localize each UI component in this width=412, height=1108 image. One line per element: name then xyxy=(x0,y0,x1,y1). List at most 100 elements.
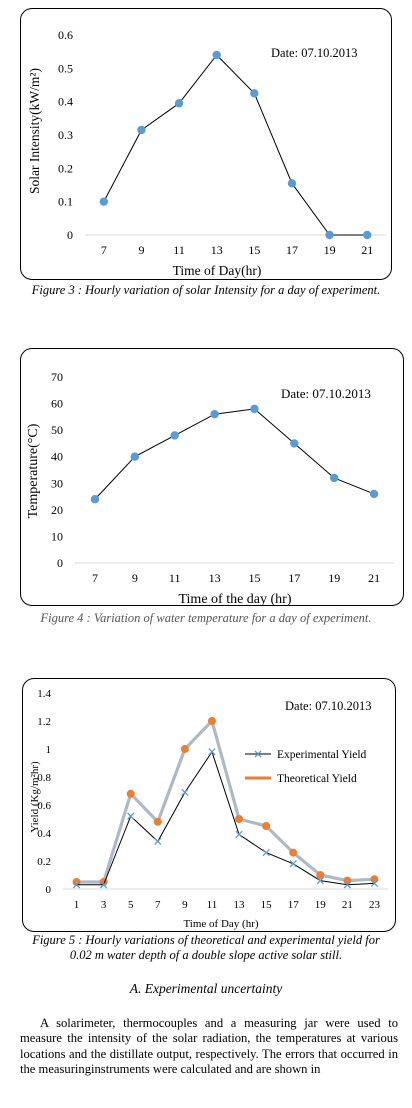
y-axis-title: Temperature(°C) xyxy=(26,423,41,518)
x-tick-label: 17 xyxy=(288,899,300,911)
x-axis-title: Time of Day (hr) xyxy=(183,918,258,930)
y-tick-label: 0.2 xyxy=(37,856,51,868)
experimental-yield-marker xyxy=(154,837,162,846)
y-tick-label: 0.1 xyxy=(58,195,73,209)
x-tick-label: 9 xyxy=(132,571,138,585)
x-tick-label: 11 xyxy=(173,243,185,257)
data-point xyxy=(170,431,179,440)
experimental-yield-marker xyxy=(127,812,135,820)
x-tick-label: 17 xyxy=(286,243,298,257)
experimental-yield-marker xyxy=(343,881,352,889)
theoretical-yield-point xyxy=(72,878,81,886)
water-temperature-chart-svg: 0 10 20 30 40 50 60 70 7 9 11 13 15 17 19 21 Time of the… xyxy=(26,370,394,607)
chart-date-label: Date: 07.10.2013 xyxy=(285,699,371,713)
x-tick-label: 21 xyxy=(342,899,353,911)
theoretical-yield-point xyxy=(316,871,325,879)
solar-intensity-chart-svg: 0 0.1 0.2 0.3 0.4 0.5 0.6 7 9 11 13 15 17 19 21 Time of… xyxy=(27,28,386,278)
x-tick-label: 3 xyxy=(101,899,107,911)
y-tick-label: 0.6 xyxy=(58,28,73,42)
x-tick-label: 13 xyxy=(209,571,221,585)
figure-4-chart: 0 10 20 30 40 50 60 70 7 9 11 13 15 17 19 21 Time of the… xyxy=(20,348,404,607)
series-line xyxy=(94,408,375,500)
chart-date-label: Date: 07.10.2013 xyxy=(281,386,371,401)
y-tick-label: 0.2 xyxy=(58,161,73,175)
chart-date-label: Date: 07.10.2013 xyxy=(271,46,357,60)
y-tick-label: 0.6 xyxy=(37,800,51,812)
x-tick-label: 19 xyxy=(324,243,336,257)
x-tick-label: 19 xyxy=(315,899,327,911)
y-tick-label: 20 xyxy=(51,503,63,517)
experimental-yield-marker xyxy=(208,748,216,756)
theoretical-yield-point xyxy=(343,876,352,885)
figure-4-caption: Figure 4 : Variation of water temperatur… xyxy=(40,611,372,625)
x-tick-label: 23 xyxy=(369,899,381,911)
y-tick-label: 0 xyxy=(46,884,52,896)
y-tick-label: 0.4 xyxy=(37,828,51,840)
experimental-yield-marker xyxy=(262,848,270,857)
x-tick-label: 15 xyxy=(248,571,260,585)
x-axis-title: Time of the day (hr) xyxy=(178,592,291,607)
figure-3-chart: 0 0.1 0.2 0.3 0.4 0.5 0.6 7 9 11 13 15 17 19 21 Time of… xyxy=(20,8,392,280)
data-point xyxy=(287,179,297,188)
y-tick-label: 1 xyxy=(46,744,52,756)
body-paragraph: A solarimeter, thermocouples and a measu… xyxy=(20,1016,398,1077)
figure-3-caption: Figure 3 : Hourly variation of solar Int… xyxy=(31,283,381,297)
data-point xyxy=(174,99,184,108)
experimental-yield-marker xyxy=(289,860,297,868)
y-tick-label: 10 xyxy=(51,529,63,543)
data-point xyxy=(130,452,140,461)
x-tick-label: 5 xyxy=(128,899,134,911)
experimental-yield-marker xyxy=(181,788,189,797)
data-point xyxy=(329,473,339,483)
y-tick-label: 0.4 xyxy=(58,95,73,109)
section-heading: A. Experimental uncertainty xyxy=(129,981,283,996)
theoretical-yield-point xyxy=(126,789,135,798)
y-tick-label: 40 xyxy=(51,450,63,464)
y-tick-label: 0.5 xyxy=(58,61,73,75)
data-point xyxy=(362,230,372,240)
data-point xyxy=(137,125,146,135)
theoretical-yield-point xyxy=(370,875,379,884)
y-tick-label: 0 xyxy=(57,556,63,570)
y-tick-label: 1.2 xyxy=(37,716,51,728)
y-tick-label: 30 xyxy=(51,476,63,490)
x-tick-label: 9 xyxy=(138,243,144,257)
y-axis-title: Solar Intensity(kW/m²) xyxy=(27,68,42,194)
experimental-yield-marker xyxy=(235,830,243,839)
x-tick-label: 15 xyxy=(248,243,260,257)
theoretical-yield-point xyxy=(262,822,271,830)
experimental-yield-marker xyxy=(370,879,379,888)
theoretical-yield-line xyxy=(76,717,375,884)
x-tick-label: 19 xyxy=(328,571,340,585)
x-tick-label: 9 xyxy=(182,899,188,911)
series-line xyxy=(103,54,368,236)
x-tick-label: 7 xyxy=(101,243,107,257)
x-tick-label: 11 xyxy=(169,571,181,585)
data-point xyxy=(250,89,259,98)
x-tick-label: 15 xyxy=(261,899,273,911)
legend-experimental-marker xyxy=(254,750,262,758)
y-tick-label: 70 xyxy=(51,370,63,384)
theoretical-yield-point xyxy=(235,815,244,823)
experimental-yield-marker xyxy=(72,881,81,889)
y-tick-label: 0 xyxy=(67,228,73,242)
x-tick-label: 7 xyxy=(155,899,161,911)
experimental-yield-marker xyxy=(99,881,108,889)
legend-theoretical-label: Theoretical Yield xyxy=(277,773,357,785)
y-tick-label: 50 xyxy=(51,423,63,437)
x-tick-label: 17 xyxy=(288,571,300,585)
y-axis-title: Yield (Kg/m²hr) xyxy=(29,761,41,833)
x-tick-label: 11 xyxy=(207,899,218,911)
experimental-yield-line xyxy=(76,750,375,886)
x-tick-label: 21 xyxy=(368,571,380,585)
y-tick-label: 0.3 xyxy=(58,128,73,142)
data-point xyxy=(212,50,221,60)
legend-experimental-label: Experimental Yield xyxy=(277,749,367,761)
theoretical-yield-point xyxy=(207,717,216,725)
figure-5-chart: 0 0.2 0.4 0.6 0.8 1 1.2 1.4 1 3 5 7 9 11 13 15 17 19 21 23 T… xyxy=(22,678,396,932)
theoretical-yield-point xyxy=(289,848,298,857)
x-tick-label: 21 xyxy=(361,243,373,257)
data-point xyxy=(99,197,109,206)
experimental-yield-marker xyxy=(316,876,324,885)
x-axis-title: Time of Day(hr) xyxy=(173,263,262,278)
